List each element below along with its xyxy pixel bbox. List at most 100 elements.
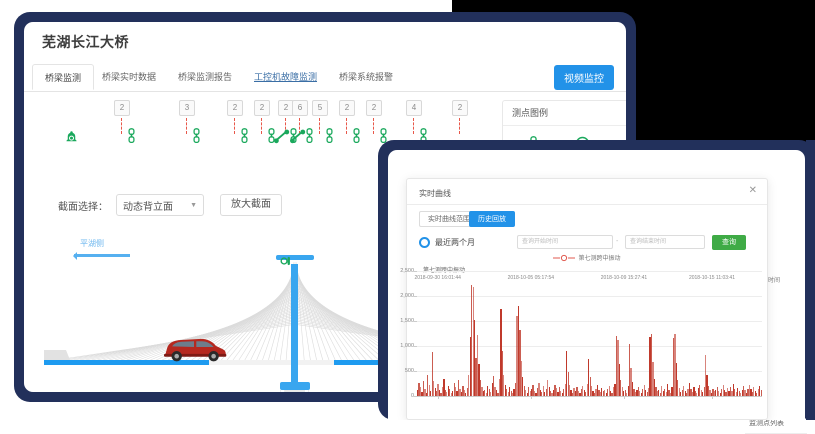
chart-bar bbox=[665, 391, 667, 396]
bridge-deck-gap bbox=[209, 360, 334, 365]
tab-2[interactable]: 桥梁监测报告 bbox=[178, 72, 233, 82]
chart-bar bbox=[495, 390, 498, 396]
tab-history-playback[interactable]: 历史回放 bbox=[469, 211, 515, 227]
tab-1[interactable]: 桥梁实时数据 bbox=[102, 72, 157, 82]
sensor-badge[interactable]: 2 bbox=[254, 100, 270, 116]
chart-bar bbox=[519, 330, 521, 396]
zoom-section-button[interactable]: 放大截面 bbox=[220, 194, 282, 216]
chart-bar bbox=[555, 388, 558, 396]
chart-bar bbox=[611, 392, 613, 396]
sensor-badge[interactable]: 2 bbox=[227, 100, 243, 116]
sensor-icon[interactable] bbox=[191, 128, 202, 144]
chart-bar bbox=[471, 285, 473, 396]
chart-bar bbox=[658, 389, 660, 396]
chart-bar bbox=[532, 385, 534, 396]
chart-bar bbox=[738, 391, 740, 396]
chart-bar bbox=[424, 388, 426, 396]
chart-bar bbox=[476, 334, 479, 396]
chart-bar bbox=[513, 388, 515, 396]
y-axis-tick bbox=[414, 296, 417, 297]
close-icon[interactable]: ✕ bbox=[748, 185, 757, 196]
displacement-sensor-icon[interactable] bbox=[290, 128, 306, 144]
chart-bar bbox=[662, 390, 664, 396]
sensor-badge[interactable]: 6 bbox=[292, 100, 308, 116]
radio-icon[interactable] bbox=[419, 237, 430, 248]
chart-bar bbox=[694, 390, 696, 396]
chart-bar bbox=[650, 334, 653, 396]
chart-bar bbox=[506, 389, 508, 396]
section-select-dropdown[interactable]: 动态背立面 ▼ bbox=[116, 194, 204, 216]
legend-panel-header: 测点图例 bbox=[503, 101, 626, 126]
chart-bar bbox=[571, 392, 574, 396]
chart-bar bbox=[614, 383, 616, 396]
chart-bar bbox=[691, 392, 694, 396]
chart-bar bbox=[626, 392, 628, 396]
recent-two-months-radio-row[interactable]: 最近两个月 bbox=[419, 237, 475, 248]
tab-0[interactable]: 桥梁监测 bbox=[32, 64, 95, 90]
sensor-badge[interactable]: 2 bbox=[339, 100, 355, 116]
chart-bar bbox=[488, 388, 490, 396]
chart-bar bbox=[661, 386, 663, 396]
chart-bar bbox=[523, 385, 525, 396]
chart-bar bbox=[583, 389, 585, 396]
sensor-badge[interactable]: 4 bbox=[406, 100, 422, 116]
y-axis-tick-label: 1,000 bbox=[400, 343, 414, 349]
tab-3[interactable]: 工控机故障监测 bbox=[254, 72, 318, 82]
chart-bar bbox=[580, 389, 582, 396]
chart-bar bbox=[595, 388, 597, 396]
realtime-curve-dialog: 实时曲线 ✕ 实时曲线范围 历史回放 最近两个月 查询开始时间 - 查询结束时间… bbox=[400, 178, 780, 420]
chart-bar bbox=[681, 389, 683, 396]
chart-bar bbox=[722, 385, 724, 396]
sensor-icon[interactable] bbox=[239, 128, 250, 144]
chart-legend[interactable]: 第七测跨中振动 bbox=[407, 253, 767, 262]
chart-bar bbox=[647, 388, 650, 396]
tab-bar: 桥梁监测 桥梁实时数据 桥梁监测报告 工控机故障监测 桥梁系统报警 bbox=[24, 64, 626, 92]
sensor-icon[interactable] bbox=[351, 128, 362, 144]
chart-bar bbox=[726, 388, 729, 396]
tab-4[interactable]: 桥梁系统报警 bbox=[339, 72, 394, 82]
sensor-icon[interactable] bbox=[304, 128, 315, 144]
bridge-pylon-cap bbox=[276, 255, 314, 260]
displacement-sensor-icon[interactable] bbox=[274, 128, 290, 144]
chart-bar bbox=[455, 387, 457, 396]
sensor-badge[interactable]: 2 bbox=[114, 100, 130, 116]
chart-bar bbox=[684, 390, 686, 396]
alarm-bell-icon[interactable] bbox=[64, 130, 79, 145]
chart-bar bbox=[428, 384, 430, 396]
chart-bar bbox=[497, 392, 499, 396]
chart-bar bbox=[491, 383, 493, 396]
chart-bar bbox=[430, 390, 432, 396]
y-axis-tick bbox=[414, 321, 417, 322]
chart-bar bbox=[501, 351, 504, 396]
chart-bar bbox=[457, 379, 460, 396]
chart-bar bbox=[604, 390, 606, 396]
sensor-icon[interactable] bbox=[324, 128, 335, 144]
chart-bar bbox=[577, 390, 580, 396]
sensor-badge[interactable]: 2 bbox=[452, 100, 468, 116]
chart-bar bbox=[535, 393, 537, 396]
dialog-title: 实时曲线 bbox=[419, 189, 451, 198]
chart-bar bbox=[607, 389, 609, 396]
x-axis-label: 时间 bbox=[767, 278, 780, 284]
pylon-sensor-icon[interactable] bbox=[280, 254, 294, 268]
chart-bar bbox=[437, 384, 439, 396]
sensor-badge[interactable]: 3 bbox=[179, 100, 195, 116]
chart-bar bbox=[751, 391, 753, 396]
end-time-input[interactable]: 查询结束时间 bbox=[625, 235, 705, 249]
sensor-icon[interactable] bbox=[126, 128, 137, 144]
chart-bar bbox=[450, 392, 452, 396]
sensor-icon[interactable] bbox=[266, 128, 277, 144]
tab-realtime-range[interactable]: 实时曲线范围 bbox=[419, 211, 479, 227]
sensor-badge[interactable]: 2 bbox=[366, 100, 382, 116]
chart-bar bbox=[621, 387, 623, 396]
start-time-input[interactable]: 查询开始时间 bbox=[517, 235, 613, 249]
chart-bar bbox=[700, 389, 702, 396]
chart-bar bbox=[509, 386, 511, 396]
query-button[interactable]: 查询 bbox=[712, 235, 746, 250]
video-monitor-button[interactable]: 视频监控 bbox=[554, 65, 614, 90]
grid-line bbox=[417, 271, 762, 272]
chart-bar bbox=[617, 340, 619, 396]
sensor-badge[interactable]: 5 bbox=[312, 100, 328, 116]
recent-two-months-label: 最近两个月 bbox=[435, 238, 475, 247]
sensor-connector bbox=[299, 118, 300, 134]
